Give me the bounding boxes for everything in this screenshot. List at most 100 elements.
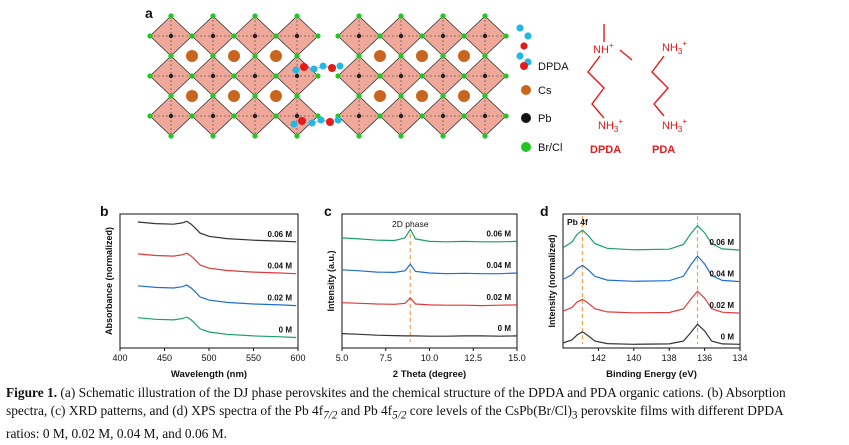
halide-atom bbox=[210, 133, 216, 139]
halide-atom bbox=[231, 113, 237, 119]
halide-atom bbox=[419, 33, 425, 39]
ligand-atom bbox=[336, 62, 344, 70]
ligand-atom bbox=[298, 117, 306, 125]
x-tick-label: 500 bbox=[201, 353, 216, 363]
pb-atom bbox=[294, 73, 300, 79]
halide-atom bbox=[147, 113, 153, 119]
pb-atom bbox=[482, 113, 488, 119]
halide-atom bbox=[482, 133, 488, 139]
series-line-004M bbox=[137, 252, 297, 275]
legend-label-dpda: DPDA bbox=[538, 61, 569, 73]
series-label: 0.06 M bbox=[710, 238, 735, 247]
series-line-006M bbox=[137, 220, 297, 243]
ligand-atom bbox=[308, 119, 316, 127]
legend-ligand-atom bbox=[516, 24, 524, 32]
caption-mid: and Pb 4f bbox=[337, 402, 393, 418]
chart-c: c 5.0 7.5 10.0 12.5 15.0 2 Theta (degree) Inten… bbox=[324, 203, 526, 380]
ligand-atom bbox=[317, 116, 325, 124]
cs-atom bbox=[458, 90, 470, 102]
halide-atom bbox=[440, 93, 446, 99]
x-tick-label: 138 bbox=[662, 353, 677, 363]
halide-atom bbox=[273, 33, 279, 39]
halide-atom bbox=[377, 33, 383, 39]
halide-atom bbox=[210, 93, 216, 99]
pda-bottom-nh3-label-base: NH bbox=[662, 120, 678, 132]
pb-atom bbox=[440, 33, 446, 39]
halide-atom bbox=[315, 33, 321, 39]
dpda-nh3-label-base: NH bbox=[598, 120, 614, 132]
caption-line3: ratios: 0 M, 0.02 M, 0.04 M, and 0.06 M. bbox=[6, 425, 227, 441]
halide-atom bbox=[252, 13, 258, 19]
halide-atom bbox=[210, 53, 216, 59]
halide-atom bbox=[168, 53, 174, 59]
pda-top-nh3-label: NH3+ bbox=[662, 39, 687, 56]
series-line-006M bbox=[341, 228, 518, 243]
x-tick-label: 600 bbox=[290, 353, 305, 363]
pda-top-nh3-label-base: NH bbox=[662, 42, 678, 54]
legend-marker-cs bbox=[521, 85, 531, 95]
panel-c-letter: c bbox=[324, 203, 332, 219]
series-label: 0.06 M bbox=[487, 229, 512, 238]
halide-atom bbox=[252, 53, 258, 59]
series-label: 0.02 M bbox=[710, 301, 735, 310]
pb-atom bbox=[356, 73, 362, 79]
dpda-nh3-label-sup: + bbox=[618, 117, 623, 126]
halide-atom bbox=[252, 133, 258, 139]
legend-label-br-cl: Br/Cl bbox=[538, 142, 562, 154]
halide-atom bbox=[189, 113, 195, 119]
halide-atom bbox=[461, 113, 467, 119]
panel-d-letter: d bbox=[540, 203, 549, 219]
x-tick-label: 7.5 bbox=[379, 353, 392, 363]
dpda-methyl-bond-2 bbox=[619, 49, 633, 61]
series-label: 0 M bbox=[498, 324, 512, 333]
pb-atom bbox=[356, 33, 362, 39]
series-line-002M bbox=[137, 284, 297, 307]
series-line-0M bbox=[562, 323, 741, 345]
halide-atom bbox=[335, 73, 341, 79]
series-line-006M bbox=[562, 224, 741, 251]
x-axis-label: Binding Energy (eV) bbox=[606, 369, 697, 380]
legend-ligand-atom bbox=[516, 52, 524, 60]
cs-atom bbox=[186, 50, 198, 62]
halide-atom bbox=[482, 53, 488, 59]
halide-atom bbox=[377, 73, 383, 79]
ligand-atom bbox=[310, 65, 318, 73]
dpda-nh3-label-sub: 3 bbox=[614, 125, 619, 134]
halide-atom bbox=[461, 33, 467, 39]
caption-line1: (a) Schematic illustration of the DJ pha… bbox=[57, 385, 786, 400]
pb-atom bbox=[482, 73, 488, 79]
caption-label: Figure 1. bbox=[6, 385, 58, 400]
halide-atom bbox=[168, 93, 174, 99]
dpda-name: DPDA bbox=[590, 144, 621, 156]
ligand-atom bbox=[326, 118, 334, 126]
halide-atom bbox=[461, 73, 467, 79]
ligand-atom bbox=[319, 62, 327, 70]
pda-bottom-nh3-label-sub: 3 bbox=[678, 125, 683, 134]
halide-atom bbox=[503, 33, 509, 39]
series-label: 0.06 M bbox=[268, 230, 293, 239]
chart-d: d 142 140 138 136 134 Binding Energy (eV) Inten… bbox=[540, 203, 748, 380]
cs-atom bbox=[374, 50, 386, 62]
panel-a-letter: a bbox=[145, 5, 153, 21]
series-label: 0.04 M bbox=[710, 270, 735, 279]
pb-atom bbox=[398, 113, 404, 119]
y-axis-label: Absorbance (normalized) bbox=[104, 227, 114, 335]
annotation-pb4f: Pb 4f bbox=[567, 217, 588, 227]
dpda-nh3-label: NH3+ bbox=[598, 117, 623, 134]
pb-atom bbox=[210, 73, 216, 79]
pb-atom bbox=[356, 113, 362, 119]
series-label: 0.04 M bbox=[268, 262, 293, 271]
series-line-0M bbox=[137, 316, 297, 339]
series-line-002M bbox=[562, 290, 741, 314]
x-tick-label: 136 bbox=[697, 353, 712, 363]
caption-sub-52: 5/2 bbox=[392, 409, 407, 422]
y-axis-label: Intensity (a.u.) bbox=[326, 250, 336, 311]
legend-ligand-atom bbox=[524, 32, 532, 40]
ligand-atom bbox=[300, 63, 308, 71]
pb-atom bbox=[252, 73, 258, 79]
halide-atom bbox=[482, 13, 488, 19]
halide-atom bbox=[335, 33, 341, 39]
x-tick-label: 12.5 bbox=[464, 353, 482, 363]
